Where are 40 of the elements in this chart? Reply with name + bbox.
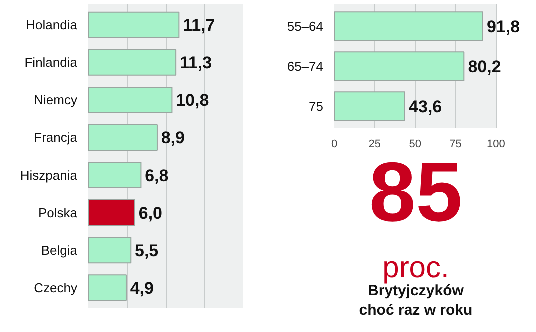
y-tick-label: 55–64	[287, 19, 324, 34]
data-label: 5,5	[135, 241, 159, 260]
x-tick-label: 75	[450, 138, 462, 150]
y-tick-label: Niemcy	[34, 92, 78, 108]
y-tick-label: 75	[309, 99, 324, 114]
data-label: 10,8	[176, 91, 210, 110]
bar	[88, 274, 127, 302]
text: choć raz w roku	[359, 302, 473, 320]
y-tick-label: Hiszpania	[20, 168, 78, 183]
bar	[88, 200, 136, 226]
bar	[334, 12, 484, 42]
bar	[88, 12, 180, 38]
x-tick-label: 0	[331, 138, 338, 150]
bar	[88, 49, 177, 76]
x-tick-label: 50	[409, 138, 422, 150]
data-label: 8,9	[161, 128, 185, 148]
y-tick-label: Polska	[38, 205, 78, 220]
data-label: 80,2	[468, 58, 502, 76]
bar	[88, 86, 173, 114]
data-label: 11,7	[183, 16, 216, 36]
y-tick-label: Holandia	[26, 18, 78, 33]
bar	[334, 92, 406, 122]
bar	[334, 52, 465, 82]
data-label: 11,3	[180, 54, 212, 73]
y-tick-label: Belgia	[41, 242, 78, 258]
y-tick-label: Finlandia	[24, 55, 78, 70]
data-label: 6,8	[145, 166, 169, 186]
bar	[88, 124, 158, 151]
data-label: 43,6	[409, 98, 442, 116]
text: proc.	[382, 251, 450, 284]
x-tick-label: 100	[486, 138, 506, 150]
y-tick-label: Czechy	[34, 280, 78, 296]
y-tick-label: 65–74	[287, 59, 324, 74]
data-label: 4,9	[130, 278, 154, 298]
y-tick-label: Francja	[34, 130, 78, 146]
x-tick-label: 25	[368, 138, 382, 150]
data-label: 6,0	[138, 204, 163, 223]
data-label: 91,8	[486, 18, 520, 36]
bar	[88, 162, 142, 189]
bar	[88, 237, 132, 264]
